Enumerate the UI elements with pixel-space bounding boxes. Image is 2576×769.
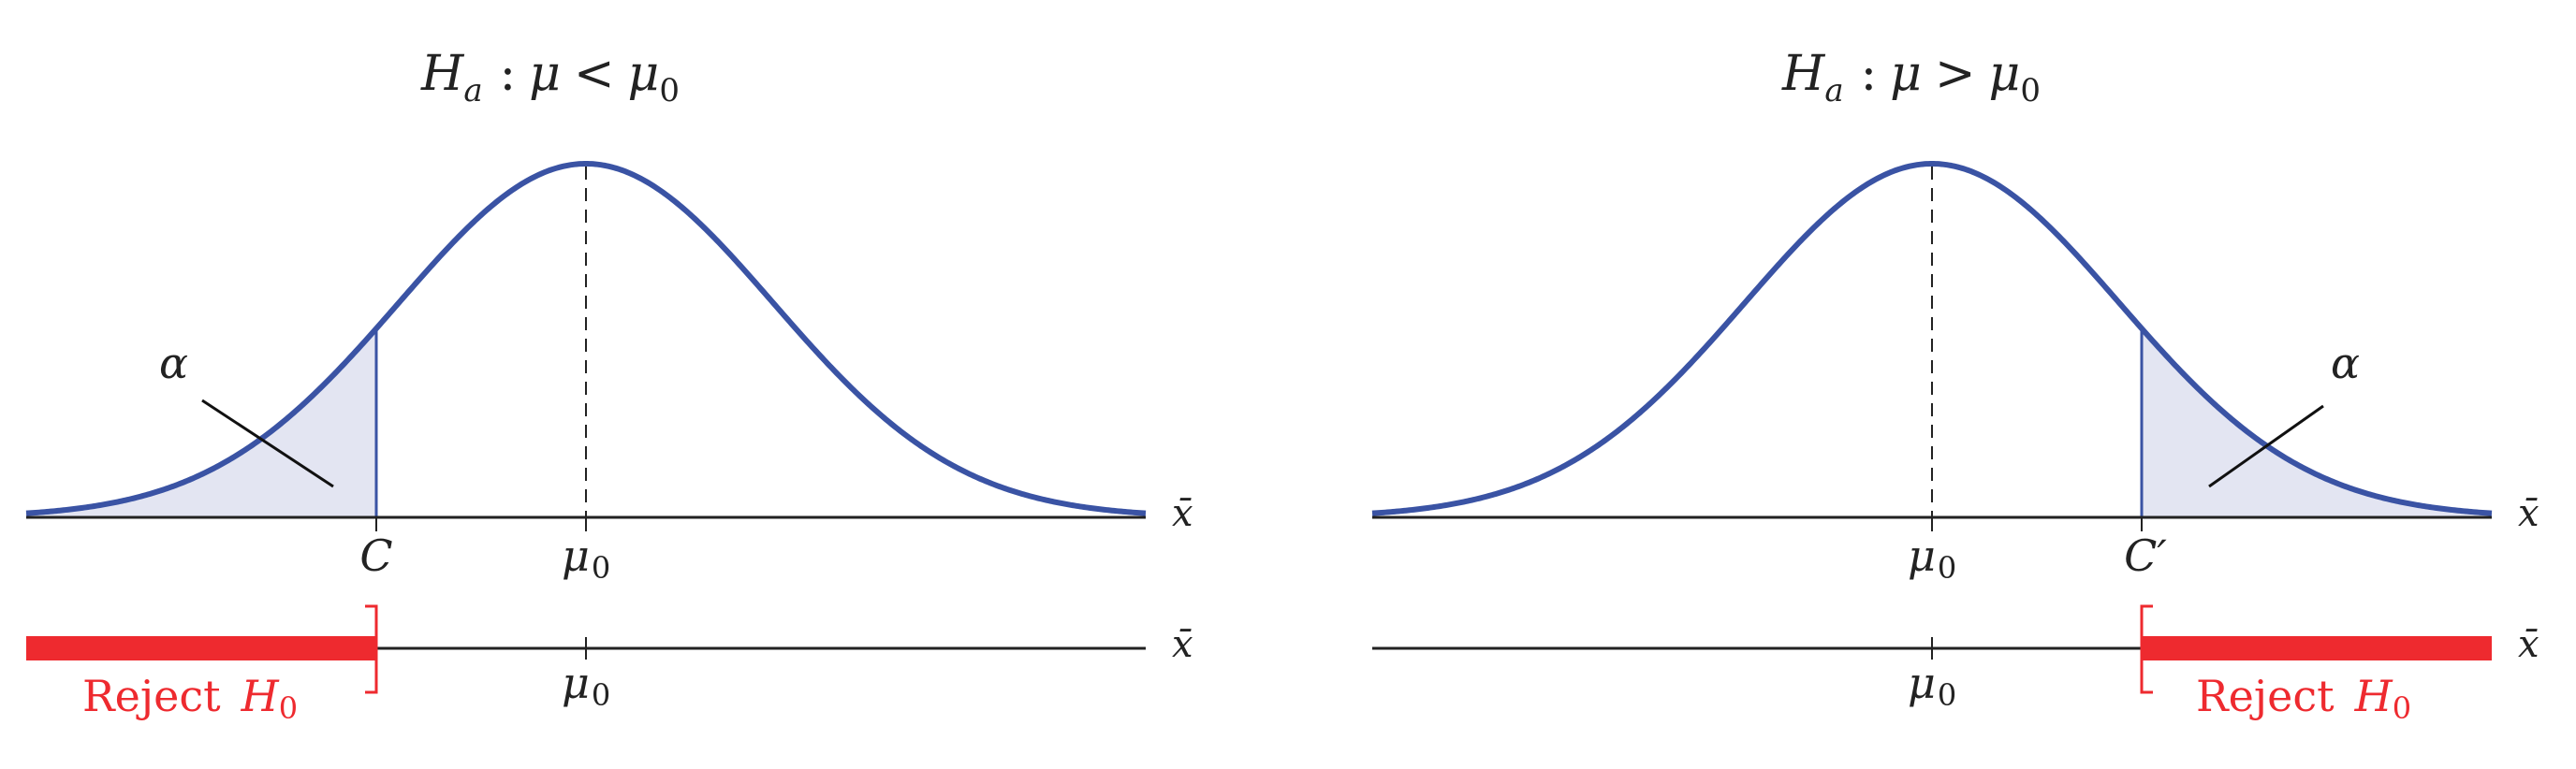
right-critical-label: C′ — [2124, 530, 2167, 581]
left-critical-label: C — [359, 530, 392, 581]
right-axis-label: x̄ — [2518, 492, 2539, 535]
left-title: Ha: μ < μ0 — [420, 46, 680, 109]
right-normal-curve — [1371, 160, 2493, 516]
left-panel: Ha: μ < μ0 α C μ0 x̄ μ0 x̄ Reject H0 — [25, 46, 1193, 726]
left-reject-label: Reject H0 — [82, 671, 298, 726]
right-alpha-label: α — [2331, 338, 2360, 388]
left-reject-mean-label: μ0 — [562, 658, 610, 713]
left-normal-curve — [25, 160, 1147, 516]
right-alpha-leader — [2208, 404, 2324, 488]
right-axis-label-2: x̄ — [2518, 623, 2539, 666]
left-alpha-label: α — [159, 338, 188, 388]
right-mean-label: μ0 — [1908, 530, 1956, 586]
right-alpha-region — [2142, 328, 2492, 517]
right-title: Ha: μ > μ0 — [1781, 46, 2041, 109]
right-reject-bar — [2142, 636, 2492, 660]
left-reject-bracket — [365, 604, 378, 694]
right-reject-mean-label: μ0 — [1908, 658, 1956, 713]
left-alpha-leader — [201, 399, 334, 488]
right-panel: Ha: μ > μ0 α μ0 C′ x̄ μ0 x̄ Reject H0 — [1371, 46, 2539, 726]
right-reject-bracket — [2140, 604, 2153, 694]
left-alpha-region — [26, 328, 376, 517]
left-reject-bar — [26, 636, 376, 660]
right-reject-label: Reject H0 — [2196, 671, 2411, 726]
left-axis-label: x̄ — [1172, 492, 1193, 535]
left-mean-label: μ0 — [562, 530, 610, 586]
left-axis-label-2: x̄ — [1172, 623, 1193, 666]
